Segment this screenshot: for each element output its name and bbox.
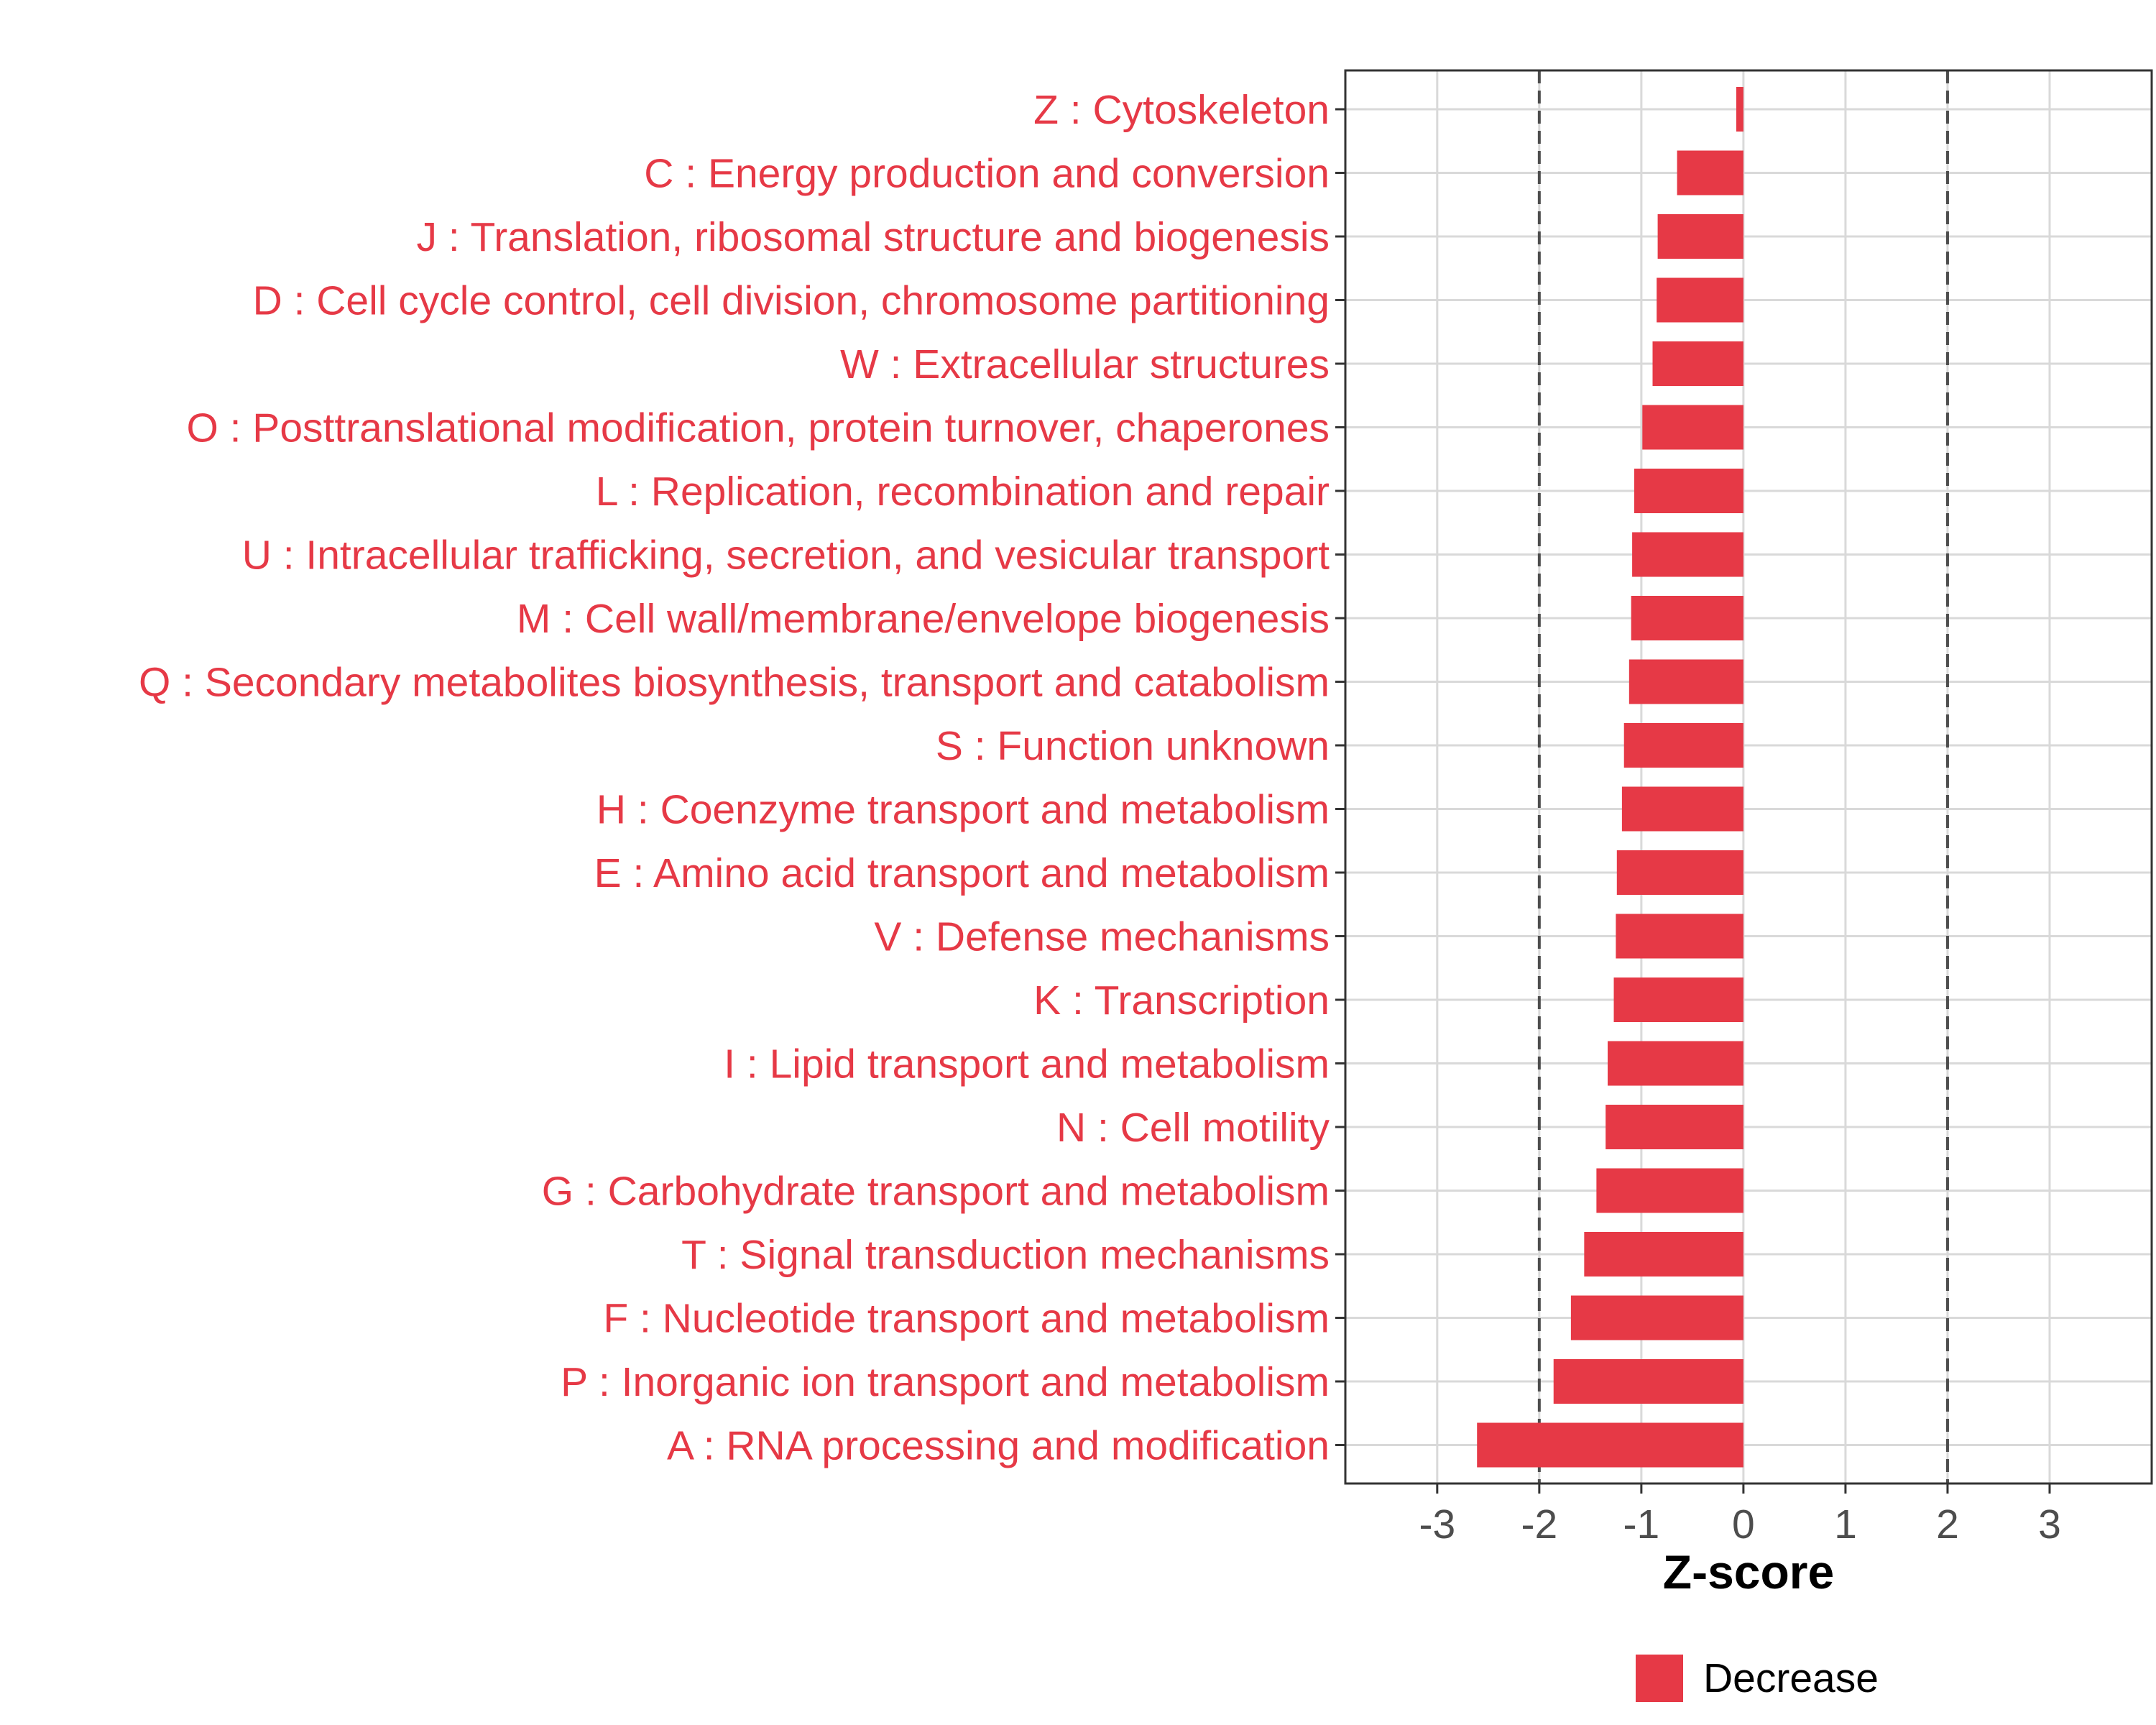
bar-18 bbox=[1584, 1232, 1743, 1276]
legend-label-decrease: Decrease bbox=[1703, 1655, 1879, 1701]
bar-0 bbox=[1736, 87, 1743, 132]
bar-21 bbox=[1477, 1422, 1743, 1468]
grid-layer bbox=[1345, 70, 2152, 1484]
category-label-18: T : Signal transduction mechanisms bbox=[681, 1232, 1330, 1278]
x-tick-label-3: 0 bbox=[1732, 1501, 1755, 1547]
category-label-8: M : Cell wall/membrane/envelope biogenes… bbox=[517, 596, 1330, 642]
category-label-20: P : Inorganic ion transport and metaboli… bbox=[561, 1359, 1330, 1405]
category-label-14: K : Transcription bbox=[1033, 978, 1330, 1024]
category-label-2: J : Translation, ribosomal structure and… bbox=[417, 214, 1330, 260]
bar-20 bbox=[1553, 1359, 1743, 1404]
bar-11 bbox=[1621, 786, 1743, 832]
bar-16 bbox=[1606, 1105, 1743, 1149]
category-label-12: E : Amino acid transport and metabolism bbox=[594, 850, 1330, 896]
bar-10 bbox=[1623, 723, 1743, 768]
bars bbox=[1477, 87, 1743, 1468]
bar-17 bbox=[1596, 1168, 1743, 1213]
category-label-9: Q : Secondary metabolites biosynthesis, … bbox=[139, 660, 1330, 706]
category-label-6: L : Replication, recombination and repai… bbox=[596, 469, 1330, 515]
bar-8 bbox=[1631, 596, 1743, 640]
bar-2 bbox=[1657, 214, 1743, 259]
category-label-19: F : Nucleotide transport and metabolism bbox=[603, 1296, 1330, 1342]
bar-15 bbox=[1608, 1041, 1743, 1086]
bar-12 bbox=[1616, 850, 1743, 895]
category-label-21: A : RNA processing and modification bbox=[667, 1423, 1330, 1469]
category-label-10: S : Function unknown bbox=[936, 723, 1330, 769]
bar-3 bbox=[1657, 277, 1743, 323]
category-label-7: U : Intracellular trafficking, secretion… bbox=[242, 533, 1330, 579]
category-label-16: N : Cell motility bbox=[1056, 1105, 1330, 1151]
panel-border bbox=[1344, 69, 2153, 1485]
category-label-17: G : Carbohydrate transport and metabolis… bbox=[542, 1169, 1330, 1215]
bar-9 bbox=[1628, 659, 1743, 704]
category-label-11: H : Coenzyme transport and metabolism bbox=[596, 787, 1330, 833]
x-tick-label-2: -1 bbox=[1623, 1501, 1660, 1547]
category-label-0: Z : Cytoskeleton bbox=[1033, 87, 1330, 133]
x-axis-ticks bbox=[1436, 1484, 2051, 1494]
x-tick-label-0: -3 bbox=[1419, 1501, 1455, 1547]
legend-swatch-decrease bbox=[1636, 1655, 1683, 1702]
bar-1 bbox=[1677, 150, 1743, 196]
category-label-4: W : Extracellular structures bbox=[840, 341, 1330, 387]
x-tick-label-5: 2 bbox=[1936, 1501, 1959, 1547]
bar-7 bbox=[1632, 532, 1743, 577]
bar-6 bbox=[1634, 469, 1743, 513]
x-tick-labels: -3 -2 -1 0 1 2 3 bbox=[1419, 1501, 2060, 1547]
bar-19 bbox=[1570, 1295, 1743, 1340]
bar-14 bbox=[1613, 978, 1743, 1022]
category-labels: Z : Cytoskeleton C : Energy production an… bbox=[139, 87, 1330, 1469]
bar-5 bbox=[1642, 405, 1743, 450]
x-tick-label-6: 3 bbox=[2038, 1501, 2061, 1547]
category-label-3: D : Cell cycle control, cell division, c… bbox=[253, 278, 1330, 324]
category-label-13: V : Defense mechanisms bbox=[874, 914, 1330, 960]
category-label-1: C : Energy production and conversion bbox=[644, 151, 1330, 197]
category-label-15: I : Lipid transport and metabolism bbox=[724, 1041, 1330, 1087]
legend: Decrease bbox=[1636, 1655, 1879, 1702]
bar-4 bbox=[1652, 341, 1743, 386]
reference-lines bbox=[1537, 70, 1949, 1484]
category-label-5: O : Posttranslational modification, prot… bbox=[186, 405, 1330, 451]
x-axis-title: Z-score bbox=[1663, 1545, 1834, 1598]
bar-13 bbox=[1616, 914, 1743, 959]
x-tick-label-4: 1 bbox=[1834, 1501, 1857, 1547]
x-tick-label-1: -2 bbox=[1521, 1501, 1558, 1547]
y-axis-ticks bbox=[1335, 108, 1345, 1446]
